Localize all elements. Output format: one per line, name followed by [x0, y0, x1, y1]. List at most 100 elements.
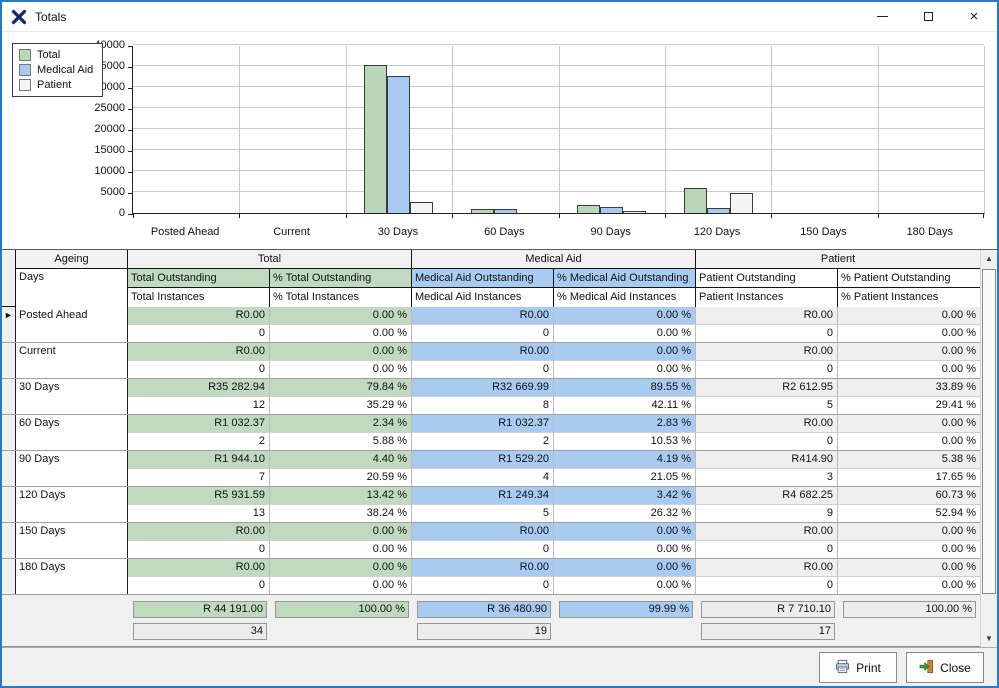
cell-outstanding-0: R0.00	[128, 343, 270, 361]
cell-outstanding-1: 13.42 %	[270, 487, 412, 505]
category-separator	[239, 46, 241, 213]
scrollbar-track[interactable]	[981, 267, 997, 630]
row-gutter	[2, 523, 16, 558]
cell-instances-2: 0	[412, 324, 554, 342]
cell-instances-4: 0	[696, 576, 838, 594]
cell-outstanding-2: R1 529.20	[412, 451, 554, 469]
grid-row-180-days[interactable]: 180 Days R0.00 0.00 % R0.00 0.00 % R0.00 0.00 …	[2, 559, 980, 595]
column-header-pct-patient-outstanding: % Patient Outstanding	[838, 269, 980, 288]
row-gutter: ►	[2, 307, 16, 342]
scrollbar-thumb[interactable]	[982, 269, 996, 594]
group-header-total: Total	[128, 250, 412, 269]
cell-outstanding-1: 0.00 %	[270, 307, 412, 325]
grid-row-90-days[interactable]: 90 Days R1 944.10 4.40 % R1 529.20 4.19 % R41…	[2, 451, 980, 487]
cell-instances-4: 0	[696, 324, 838, 342]
close-dialog-button[interactable]: Close	[906, 652, 984, 683]
total-instances-2: 17	[701, 623, 835, 640]
cell-outstanding-3: 89.55 %	[554, 379, 696, 397]
printer-icon	[835, 659, 850, 677]
maximize-button[interactable]	[905, 2, 951, 31]
cell-outstanding-3: 4.19 %	[554, 451, 696, 469]
cell-outstanding-0: R35 282.94	[128, 379, 270, 397]
cell-outstanding-4: R0.00	[696, 523, 838, 541]
title-bar[interactable]: Totals ×	[2, 2, 997, 32]
cell-instances-1: 5.88 %	[270, 432, 412, 450]
x-axis-label: 90 Days	[590, 226, 631, 238]
category-separator	[771, 46, 773, 213]
bar-medical-aid-60-days	[493, 208, 517, 213]
column-header-patient-instances: Patient Instances	[696, 288, 838, 307]
cell-instances-4: 5	[696, 396, 838, 414]
total-outstanding-1: 100.00 %	[275, 601, 409, 618]
cell-instances-3: 21.05 %	[554, 468, 696, 486]
grid-row-current[interactable]: Current R0.00 0.00 % R0.00 0.00 % R0.00 0.00 %…	[2, 343, 980, 379]
cell-outstanding-1: 79.84 %	[270, 379, 412, 397]
minimize-button[interactable]	[859, 2, 905, 31]
group-header-medical-aid: Medical Aid	[412, 250, 696, 269]
legend-label: Patient	[37, 79, 72, 91]
ageing-cell: Current	[16, 343, 128, 378]
column-header-total-outstanding: Total Outstanding	[128, 269, 270, 288]
cell-instances-5: 0.00 %	[838, 540, 980, 558]
bar-patient-90-days	[623, 211, 647, 213]
instances-row: 0 0.00 % 0 0.00 % 0 0.00 %	[128, 540, 980, 558]
grid-gutter-header	[2, 250, 16, 306]
cell-instances-1: 0.00 %	[270, 576, 412, 594]
outstanding-row: R1 944.10 4.40 % R1 529.20 4.19 % R414.90 5.3…	[128, 451, 980, 469]
x-axis-tick	[133, 213, 134, 218]
x-axis-tick	[983, 213, 984, 218]
cell-instances-4: 0	[696, 432, 838, 450]
cell-instances-2: 8	[412, 396, 554, 414]
ageing-cell: 30 Days	[16, 379, 128, 414]
print-button[interactable]: Print	[819, 652, 897, 683]
column-header-pct-total-outstanding: % Total Outstanding	[270, 269, 412, 288]
cell-outstanding-3: 2.83 %	[554, 415, 696, 433]
cell-instances-0: 0	[128, 360, 270, 378]
row-gutter	[2, 559, 16, 594]
close-button[interactable]: ×	[951, 2, 997, 31]
row-gutter	[2, 379, 16, 414]
scroll-up-button[interactable]: ▲	[981, 250, 997, 267]
cell-outstanding-4: R0.00	[696, 415, 838, 433]
cell-outstanding-5: 0.00 %	[838, 307, 980, 325]
grid-row-30-days[interactable]: 30 Days R35 282.94 79.84 % R32 669.99 89.55 …	[2, 379, 980, 415]
grid-header: Ageing Total Medical Aid Patient Days To…	[2, 250, 980, 307]
y-axis-tick	[128, 109, 133, 110]
vertical-scrollbar[interactable]: ▲ ▼	[980, 250, 997, 647]
cell-outstanding-2: R0.00	[412, 559, 554, 577]
grid-row-150-days[interactable]: 150 Days R0.00 0.00 % R0.00 0.00 % R0.00 0.00 …	[2, 523, 980, 559]
category-separator	[345, 46, 347, 213]
cell-instances-3: 26.32 %	[554, 504, 696, 522]
grid-row-posted-ahead[interactable]: ► Posted Ahead R0.00 0.00 % R0.00 0.00 % R0.00…	[2, 307, 980, 343]
grid-row-60-days[interactable]: 60 Days R1 032.37 2.34 % R1 032.37 2.83 % R0.…	[2, 415, 980, 451]
cell-outstanding-1: 4.40 %	[270, 451, 412, 469]
instances-row: 0 0.00 % 0 0.00 % 0 0.00 %	[128, 360, 980, 378]
x-axis-tick	[452, 213, 454, 218]
instances-row: 2 5.88 % 2 10.53 % 0 0.00 %	[128, 432, 980, 450]
grid-row-120-days[interactable]: 120 Days R5 931.59 13.42 % R1 249.34 3.42 % R…	[2, 487, 980, 523]
y-axis-tick	[128, 88, 133, 89]
cell-instances-2: 0	[412, 360, 554, 378]
cell-instances-2: 5	[412, 504, 554, 522]
grid-group-header-row: Ageing Total Medical Aid Patient	[16, 250, 980, 269]
button-bar: Print Close	[2, 647, 997, 686]
y-axis-tick	[128, 151, 133, 152]
cell-outstanding-4: R2 612.95	[696, 379, 838, 397]
row-gutter	[2, 343, 16, 378]
cell-outstanding-5: 33.89 %	[838, 379, 980, 397]
outstanding-row: R0.00 0.00 % R0.00 0.00 % R0.00 0.00 %	[128, 523, 980, 541]
cell-instances-0: 0	[128, 324, 270, 342]
scroll-down-button[interactable]: ▼	[981, 630, 997, 647]
close-icon: ×	[969, 8, 979, 25]
cell-instances-0: 13	[128, 504, 270, 522]
window-title: Totals	[35, 9, 67, 24]
total-instances-1: 19	[417, 623, 551, 640]
cell-instances-5: 0.00 %	[838, 360, 980, 378]
cell-instances-1: 38.24 %	[270, 504, 412, 522]
cell-outstanding-3: 0.00 %	[554, 343, 696, 361]
cell-outstanding-1: 0.00 %	[270, 343, 412, 361]
cell-outstanding-4: R0.00	[696, 343, 838, 361]
group-header-ageing: Ageing	[16, 250, 128, 269]
cell-outstanding-3: 0.00 %	[554, 559, 696, 577]
